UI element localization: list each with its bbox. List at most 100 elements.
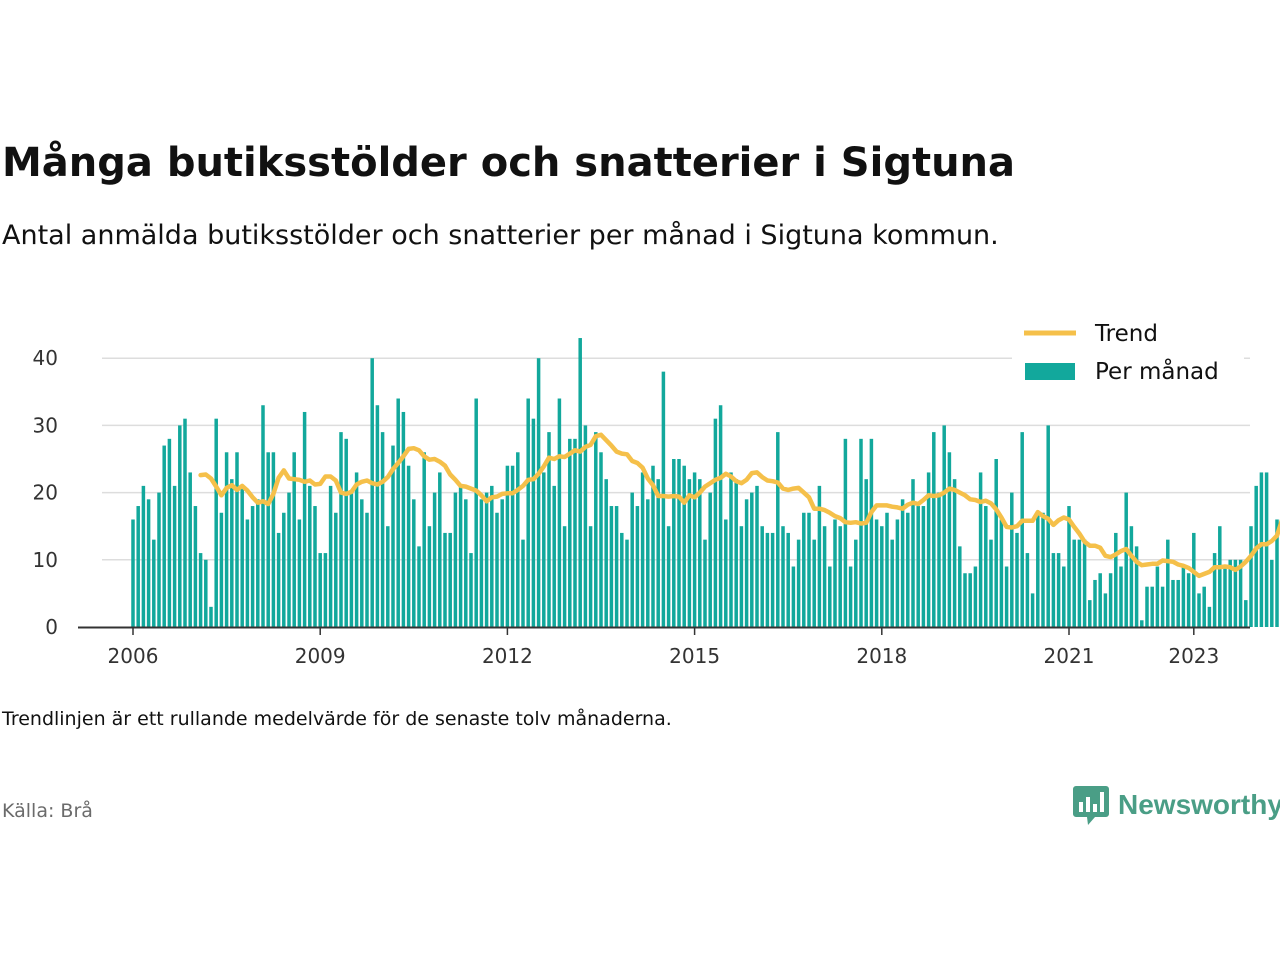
bar — [183, 418, 187, 627]
source-label: Källa: Brå — [2, 800, 93, 822]
bar — [807, 512, 811, 627]
bar — [859, 438, 863, 627]
bar — [724, 519, 728, 627]
bar — [906, 512, 910, 627]
chart: 0 10 20 30 40 2006 2009 2012 2015 2018 2021 2023 T… — [33, 316, 1280, 668]
bar — [547, 432, 551, 627]
bar — [1134, 546, 1139, 627]
bar — [266, 452, 270, 627]
bar — [1233, 559, 1238, 627]
bar-series-per-manad — [131, 338, 1279, 627]
chart-title: Många butiksstölder och snatterier i Sig… — [2, 140, 1016, 186]
bar — [573, 438, 577, 627]
bar — [1041, 512, 1045, 627]
bar — [1264, 472, 1269, 627]
bar — [516, 452, 520, 627]
x-tick-label: 2018 — [856, 644, 907, 668]
bar — [1098, 573, 1102, 627]
bar — [760, 526, 764, 627]
bar — [1192, 532, 1196, 627]
bar — [271, 452, 276, 627]
bar — [287, 492, 291, 627]
bar — [958, 546, 962, 627]
bar — [490, 485, 494, 627]
legend-label-trend: Trend — [1094, 321, 1158, 347]
bar — [1212, 553, 1217, 627]
bar — [167, 438, 172, 627]
bar — [1186, 573, 1191, 627]
bar — [625, 539, 629, 627]
bar — [386, 526, 390, 627]
bar — [656, 479, 660, 627]
bar — [828, 566, 832, 627]
bar — [620, 532, 624, 627]
legend-swatch-per-manad — [1025, 363, 1075, 380]
bar — [412, 499, 416, 627]
bar — [1119, 566, 1123, 627]
bar — [172, 485, 177, 627]
bar — [1176, 579, 1180, 627]
bar — [698, 479, 702, 627]
bar — [141, 485, 146, 627]
bar — [838, 526, 842, 627]
bar — [432, 492, 437, 627]
x-tick-label: 2023 — [1168, 644, 1219, 668]
bar — [973, 566, 978, 627]
bar — [1025, 553, 1030, 627]
bar — [594, 432, 598, 627]
bar — [375, 405, 380, 627]
bar — [1150, 586, 1154, 627]
bar — [755, 485, 759, 627]
bar — [895, 519, 900, 627]
bar — [661, 371, 666, 627]
bar — [750, 492, 754, 627]
bar — [1238, 559, 1243, 627]
y-tick-label: 30 — [33, 413, 58, 437]
brand-logo: Newsworthy — [1072, 784, 1280, 826]
bar — [588, 526, 593, 627]
bar — [417, 546, 421, 627]
chart-subtitle: Antal anmälda butiksstölder och snatteri… — [2, 220, 999, 251]
bar — [521, 539, 525, 627]
bar — [802, 512, 806, 627]
bar — [1093, 579, 1097, 627]
bar — [401, 411, 406, 627]
bar — [786, 532, 790, 627]
bar — [1056, 553, 1061, 627]
bar — [666, 526, 671, 627]
bar — [874, 519, 879, 627]
bar — [744, 499, 749, 627]
bar — [796, 539, 801, 627]
bar — [245, 519, 250, 627]
bar — [848, 566, 853, 627]
bar — [1103, 593, 1108, 627]
bar — [932, 432, 936, 627]
bar — [370, 358, 374, 627]
bar — [1270, 559, 1274, 627]
bar — [604, 479, 608, 627]
bar — [443, 532, 447, 627]
x-tick-label: 2006 — [108, 644, 159, 668]
bar — [692, 472, 697, 627]
bar — [365, 512, 369, 627]
legend-background — [1012, 316, 1244, 398]
bar — [422, 452, 426, 627]
bar — [1197, 593, 1201, 627]
bar — [1062, 566, 1066, 627]
bar — [1030, 593, 1035, 627]
bar — [313, 506, 317, 627]
bar — [578, 338, 582, 627]
bar — [812, 539, 816, 627]
bar — [599, 452, 603, 627]
bar — [1015, 532, 1019, 627]
x-tick-label: 2012 — [482, 644, 533, 668]
bar — [1140, 620, 1144, 627]
bar — [193, 506, 198, 627]
bar — [1171, 579, 1175, 627]
bar — [880, 526, 884, 627]
bar — [464, 499, 468, 627]
bar — [256, 499, 260, 627]
bar — [536, 358, 541, 627]
bar — [703, 539, 707, 627]
bar — [469, 553, 473, 627]
